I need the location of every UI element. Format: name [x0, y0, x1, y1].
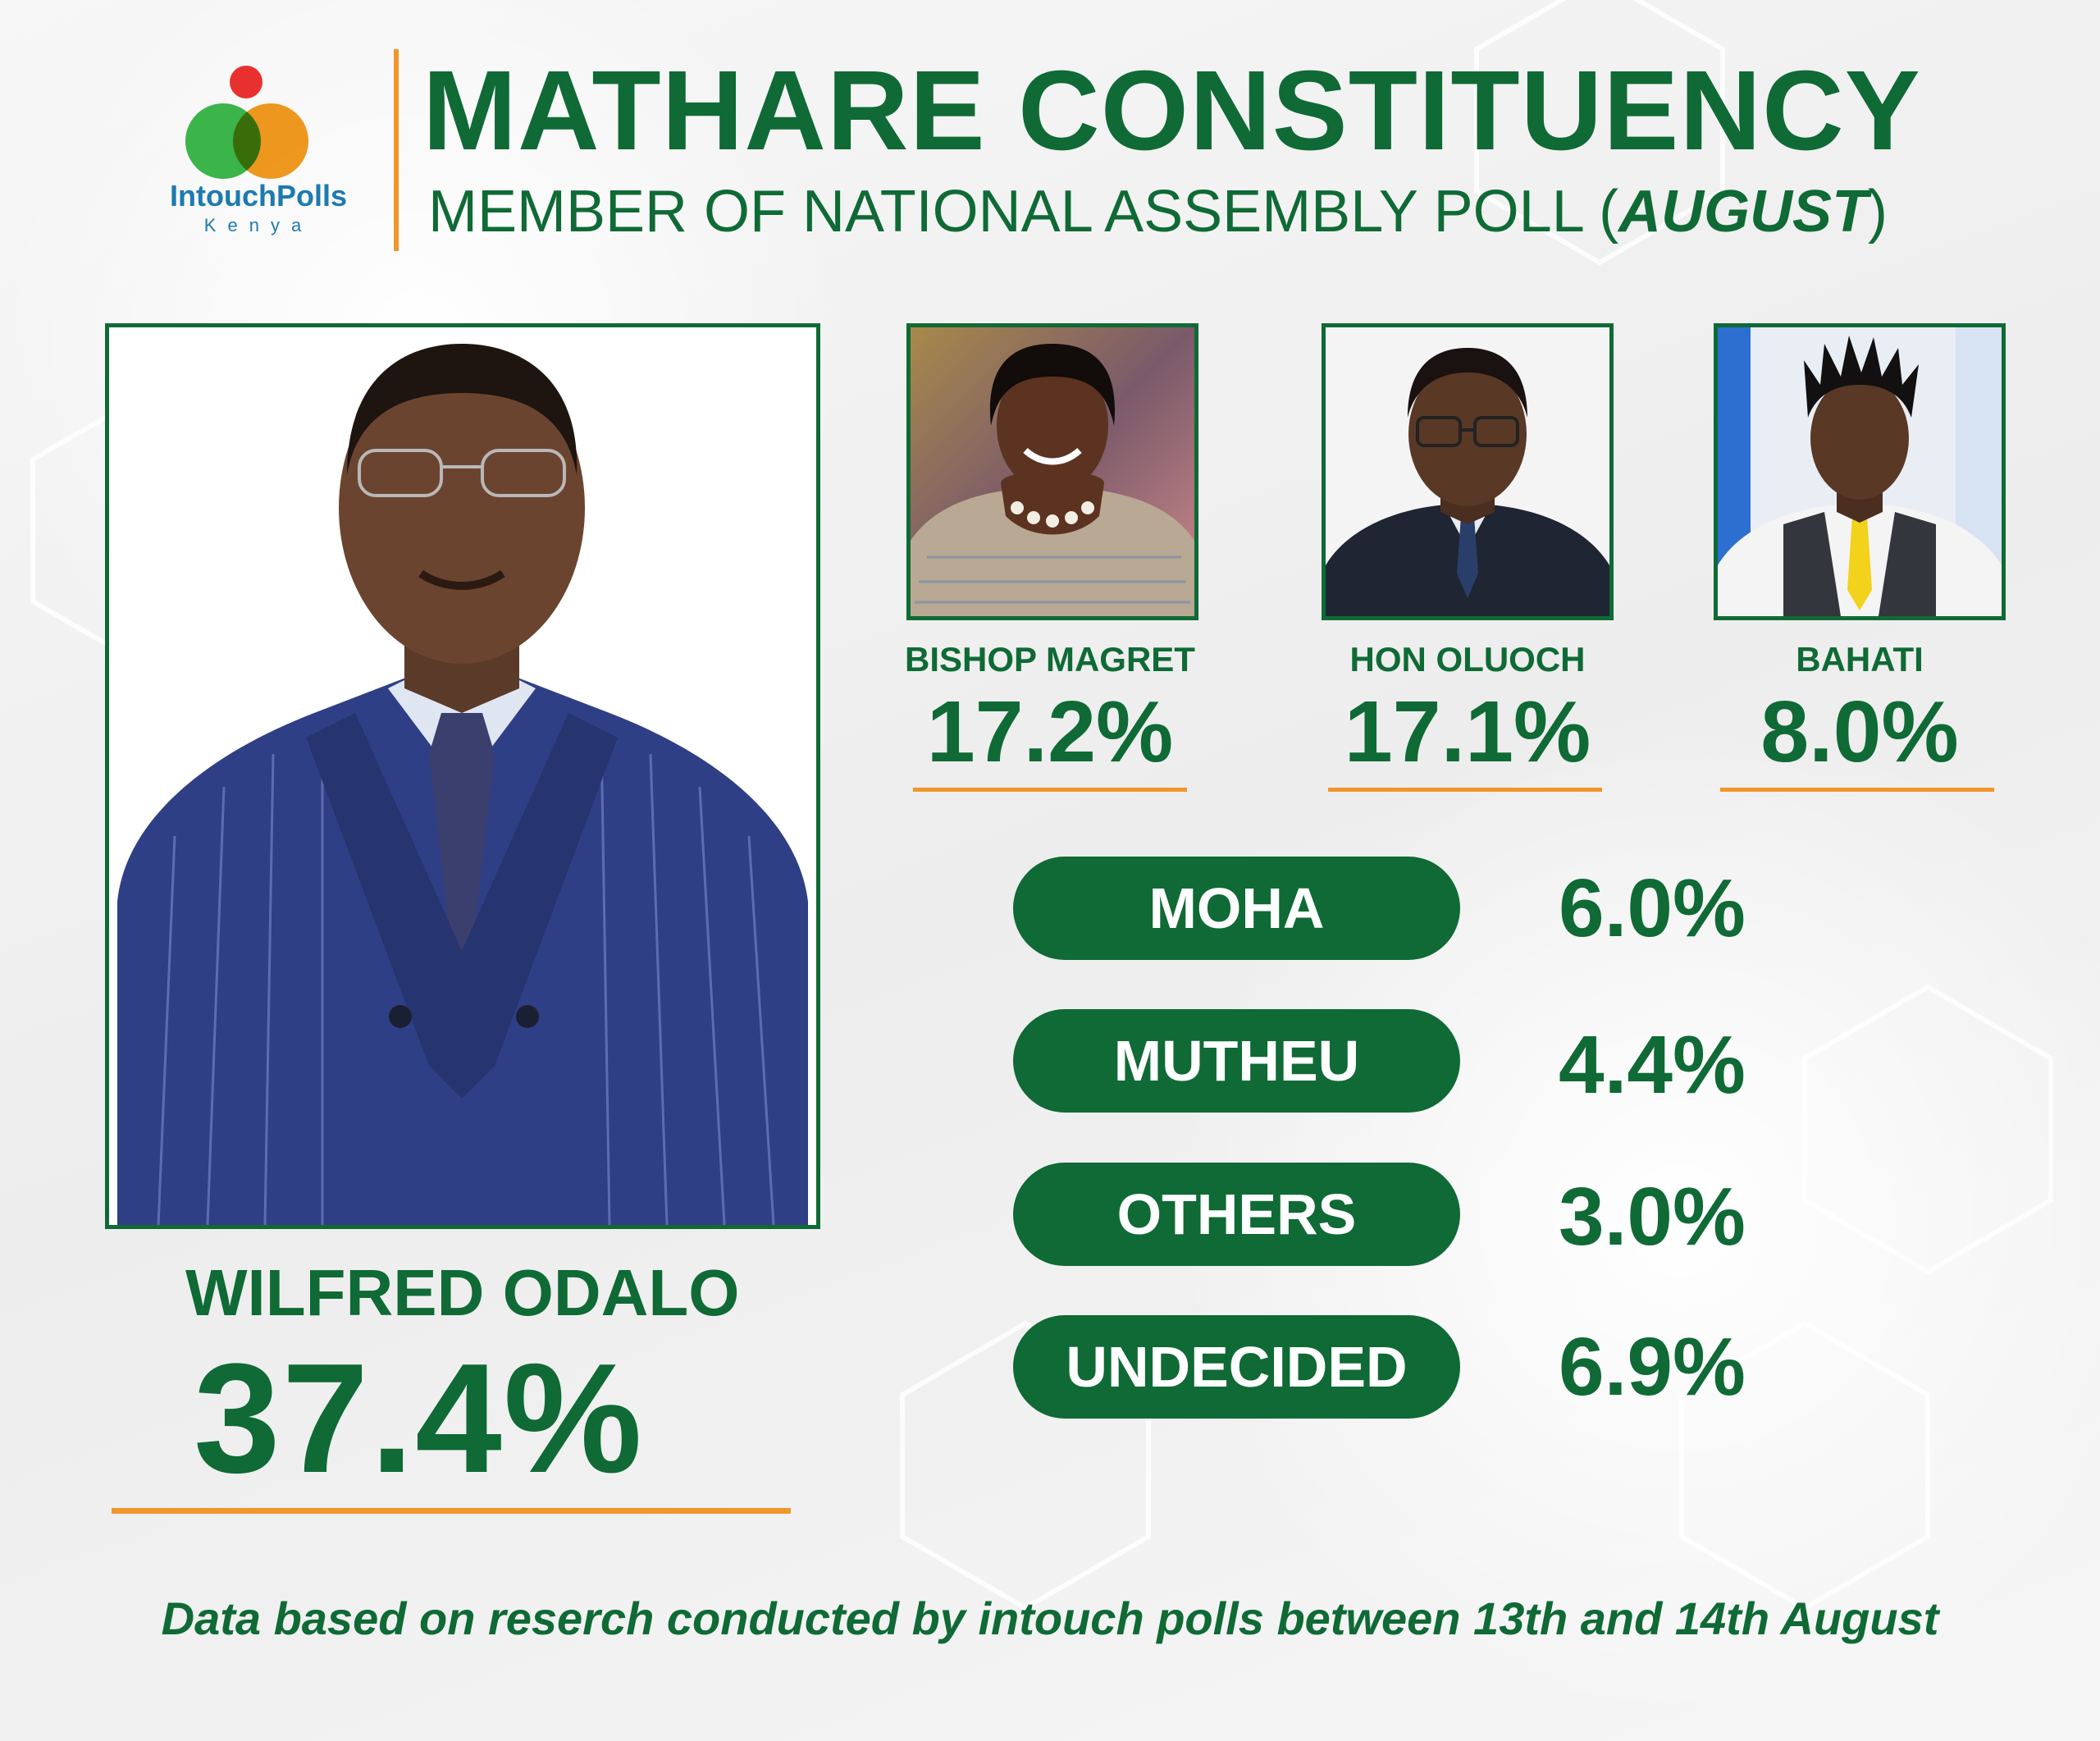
candidate-percent-bishop-magret: 17.2%: [926, 683, 1174, 780]
result-label-undecided: UNDECIDED: [1013, 1315, 1460, 1419]
candidate-underline-hon-oluoch: [1328, 788, 1602, 792]
subtitle-prefix: MEMBER OF NATIONAL ASSEMBLY POLL (: [428, 179, 1619, 244]
page-title: MATHARE CONSTITUENCY: [422, 48, 1921, 174]
result-percent-mutheu: 4.4%: [1559, 1019, 1746, 1111]
logo-brand-name: IntouchPolls: [170, 179, 347, 212]
candidate-percent-bahati: 8.0%: [1760, 683, 1959, 780]
footer-note: Data based on reserch conducted by intou…: [161, 1592, 1939, 1644]
result-percent-moha: 6.0%: [1559, 862, 1746, 954]
candidate-photo-bahati: [1714, 323, 2006, 620]
logo-red-dot: [230, 66, 262, 98]
candidate-name-bishop-magret: BISHOP MAGRET: [905, 640, 1195, 679]
logo-brand-sub: Kenya: [203, 215, 313, 235]
leader-percent: 37.4%: [194, 1332, 644, 1506]
candidate-name-bahati: BAHATI: [1796, 640, 1924, 679]
candidate-underline-bishop-magret: [913, 788, 1187, 792]
leader-photo: [105, 323, 820, 1229]
candidate-underline-bahati: [1720, 788, 1994, 792]
result-percent-others: 3.0%: [1559, 1171, 1746, 1263]
result-percent-undecided: 6.9%: [1559, 1321, 1746, 1413]
candidate-photo-hon-oluoch: [1322, 323, 1614, 620]
result-label-others: OTHERS: [1013, 1163, 1460, 1266]
leader-name: WILFRED ODALO: [185, 1256, 740, 1329]
candidate-photo-bishop-magret: [906, 323, 1198, 620]
header-divider: [394, 49, 399, 251]
logo-orange-circle: [233, 103, 308, 179]
result-label-moha: MOHA: [1013, 857, 1460, 960]
subtitle-month: AUGUST: [1618, 179, 1869, 244]
subtitle-suffix: ): [1868, 179, 1888, 244]
candidate-percent-hon-oluoch: 17.1%: [1344, 683, 1591, 780]
result-label-mutheu: MUTHEU: [1013, 1009, 1460, 1113]
candidate-name-hon-oluoch: HON OLUOCH: [1349, 640, 1586, 679]
leader-underline: [112, 1508, 791, 1514]
page-subtitle: MEMBER OF NATIONAL ASSEMBLY POLL (AUGUST…: [428, 179, 1888, 244]
intouchpolls-logo: IntouchPolls Kenya: [148, 57, 369, 238]
